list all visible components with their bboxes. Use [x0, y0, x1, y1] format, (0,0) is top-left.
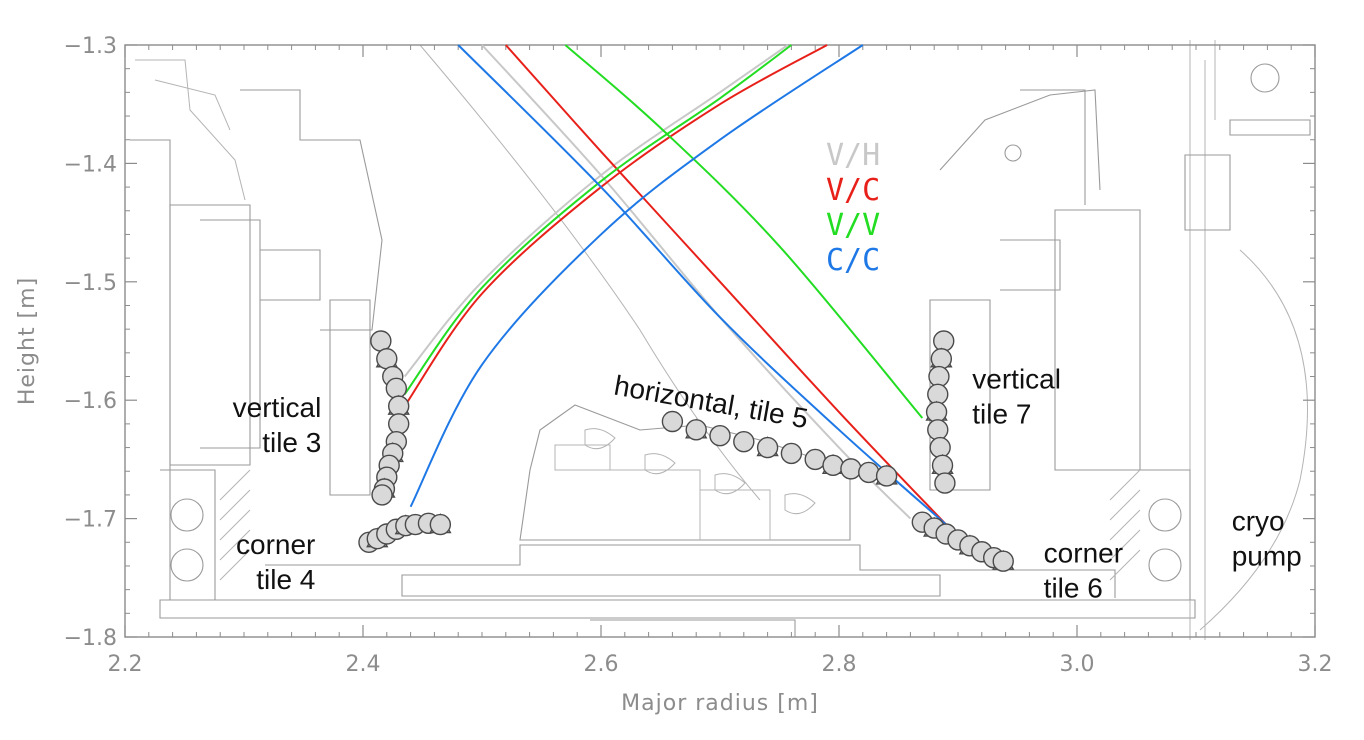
tile-point — [780, 442, 803, 465]
region-label: corner tile 6 — [1044, 537, 1123, 603]
legend-entry: C/C — [826, 243, 880, 278]
region-label-line: horizontal, tile 5 — [612, 370, 811, 435]
tile-point — [925, 401, 948, 423]
sightline-series — [403, 44, 947, 526]
tile-point — [934, 472, 956, 494]
sightline-v-c-leg-1 — [505, 44, 947, 526]
region-label: corner tile 4 — [236, 529, 315, 595]
tile-point — [840, 458, 862, 480]
tile-point — [929, 436, 951, 459]
tile-point — [933, 330, 955, 352]
legend-entry: V/H — [826, 138, 880, 173]
y-axis-title: Height [m] — [15, 277, 40, 405]
divertor-geometry-outline — [130, 40, 1311, 640]
legend-entry: V/V — [826, 208, 880, 243]
y-tick-label: −1.6 — [64, 389, 117, 414]
tile-point — [371, 484, 393, 506]
tile-point — [931, 454, 954, 477]
y-tick-label: −1.5 — [64, 271, 117, 296]
region-label-line: vertical — [233, 392, 322, 423]
tile-point — [709, 425, 731, 447]
tile-point — [429, 513, 452, 536]
region-label-line: tile 7 — [972, 398, 1031, 429]
x-axis-title: Major radius [m] — [621, 691, 819, 716]
region-label-line: corner — [236, 529, 315, 560]
region-label-line: tile 3 — [262, 427, 321, 458]
tile-point — [376, 348, 398, 370]
tile-point — [804, 448, 826, 471]
tile-point — [388, 395, 410, 417]
region-label: vertical tile 7 — [972, 363, 1061, 429]
tile-point — [928, 365, 950, 388]
tile-point — [930, 348, 953, 370]
tile-point — [685, 419, 707, 441]
tile-point — [385, 377, 408, 400]
tile-point — [388, 413, 410, 435]
tile-point — [370, 330, 392, 352]
x-tick-label: 3.2 — [1298, 652, 1333, 677]
tile-point — [858, 461, 880, 484]
region-label-line: pump — [1232, 540, 1302, 571]
tile-point — [875, 465, 898, 487]
y-tick-label: −1.8 — [64, 626, 117, 651]
y-axis-ticks: −1.3 −1.4 −1.5 −1.6 −1.7 −1.8 — [64, 34, 1315, 651]
region-label-line: cryo — [1232, 505, 1285, 536]
tile-point — [992, 550, 1014, 572]
legend: V/HV/CV/VC/C — [826, 138, 880, 278]
measurement-points — [358, 330, 1015, 572]
sightline-c-c-leg-1 — [457, 44, 947, 526]
x-axis-ticks: 2.2 2.4 2.6 2.8 3.0 3.2 — [108, 45, 1333, 677]
tile-point — [756, 436, 779, 459]
y-tick-label: −1.3 — [64, 34, 117, 59]
region-label-line: tile 4 — [256, 564, 315, 595]
x-tick-label: 2.2 — [108, 652, 143, 677]
sightline-v-v-leg-1 — [564, 44, 924, 419]
region-label: horizontal, tile 5 — [612, 370, 811, 435]
region-label-line: vertical — [972, 363, 1061, 394]
region-label: cryo pump — [1232, 505, 1302, 571]
x-tick-label: 2.6 — [584, 652, 619, 677]
axes: 2.2 2.4 2.6 2.8 3.0 3.2 −1.3−1.4−1.5−1.6−1.7−… — [15, 34, 1333, 716]
sightline-c-c-leg-0 — [409, 44, 864, 508]
sightline-v-c-leg-0 — [403, 44, 828, 407]
region-label-line: corner — [1044, 537, 1123, 568]
sightline-v-v-leg-0 — [403, 44, 792, 395]
region-label: vertical tile 3 — [233, 392, 322, 458]
x-tick-label: 2.4 — [346, 652, 381, 677]
y-tick-label: −1.7 — [64, 508, 117, 533]
x-tick-label: 3.0 — [1060, 652, 1095, 677]
tile-point — [661, 410, 684, 433]
region-label-line: tile 6 — [1044, 572, 1103, 603]
x-tick-label: 2.8 — [822, 652, 857, 677]
tile-point — [733, 430, 755, 453]
y-tick-label: −1.4 — [64, 152, 117, 177]
legend-entry: V/C — [826, 173, 880, 208]
sightline-v-h-leg-1 — [481, 44, 912, 520]
tile-point — [927, 383, 949, 405]
tile-point — [927, 419, 949, 441]
tile-point — [822, 454, 844, 477]
